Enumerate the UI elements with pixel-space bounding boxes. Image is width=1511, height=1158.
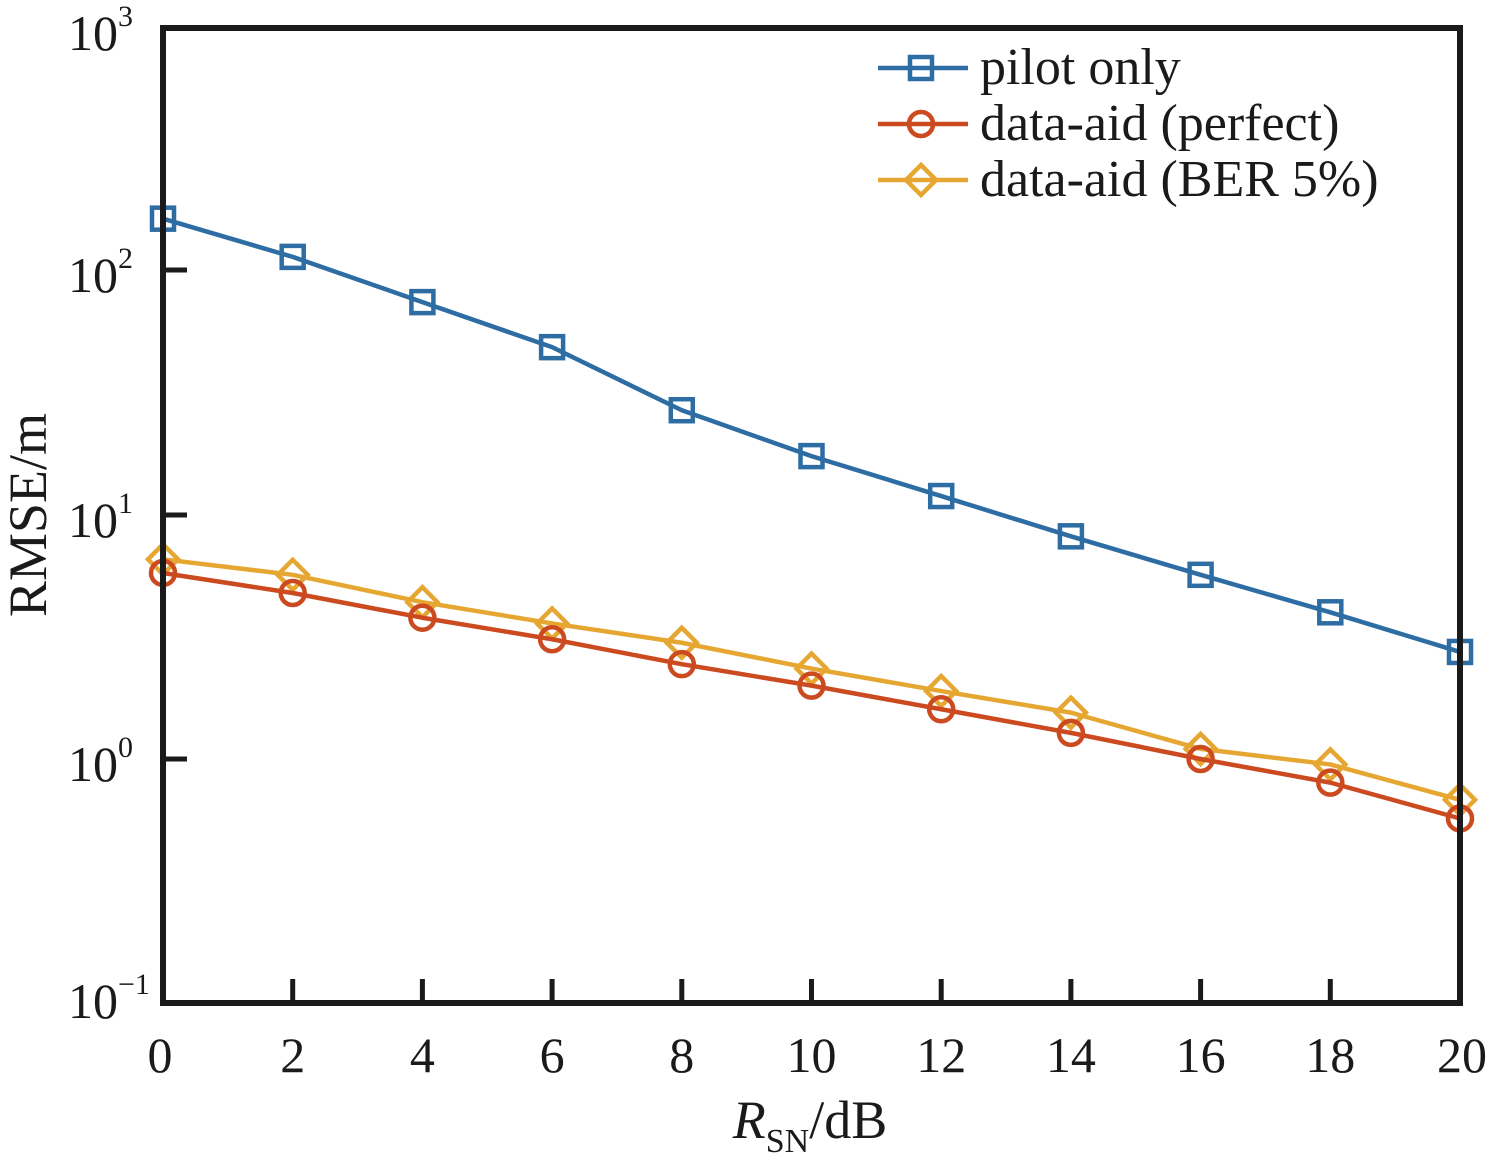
data-point <box>1317 599 1344 626</box>
x-tick-label: 14 <box>1046 1027 1096 1083</box>
y-tick-base: 10 <box>68 492 118 548</box>
data-point <box>798 442 825 470</box>
legend-marker <box>906 109 936 139</box>
y-tick-label: 103 <box>68 0 133 61</box>
y-tick-base: 10 <box>68 5 118 61</box>
x-tick-label: 8 <box>669 1027 694 1083</box>
data-point <box>278 578 307 608</box>
y-tick-label: 10−1 <box>68 968 150 1029</box>
x-axis-title-unit: /dB <box>809 1090 887 1150</box>
x-axis-title-main: R <box>732 1090 766 1150</box>
legend-marker <box>907 54 935 82</box>
data-point <box>668 396 696 424</box>
x-tick-label: 10 <box>787 1027 837 1083</box>
y-tick-label: 101 <box>68 487 133 548</box>
data-point <box>408 603 437 632</box>
y-tick-exponent: 1 <box>118 487 133 520</box>
x-axis-title: RSN/dB <box>732 1090 888 1158</box>
data-point <box>409 288 436 316</box>
data-point <box>1312 746 1349 783</box>
series-line <box>162 216 1461 655</box>
y-tick-base: 10 <box>68 247 118 303</box>
y-axis-title: RMSE/m <box>0 413 58 617</box>
x-tick-label: 0 <box>148 1027 173 1083</box>
data-point <box>1056 718 1086 748</box>
data-point <box>1182 730 1219 768</box>
x-tick-label: 18 <box>1305 1027 1355 1083</box>
series-data-aid-perfect- <box>148 558 1475 833</box>
x-tick-label: 16 <box>1176 1027 1226 1083</box>
data-point <box>1186 744 1215 774</box>
legend-label: data-aid (perfect) <box>980 95 1339 152</box>
data-point <box>537 625 567 654</box>
data-point <box>667 649 697 679</box>
x-tick-label: 20 <box>1437 1027 1487 1083</box>
y-tick-label: 100 <box>68 731 133 792</box>
y-tick-exponent: 0 <box>118 731 133 764</box>
x-axis-title-sub: SN <box>766 1123 809 1158</box>
series-line <box>162 557 1461 802</box>
y-tick-base: 10 <box>68 736 118 792</box>
data-point <box>663 624 700 661</box>
y-tick-base: 10 <box>68 973 118 1029</box>
x-tick-label: 6 <box>540 1027 565 1083</box>
series-data-aid-ber-5- <box>144 541 1479 818</box>
data-point <box>274 556 311 594</box>
x-tick-label: 12 <box>916 1027 966 1083</box>
data-point <box>538 333 566 361</box>
data-point <box>1187 561 1214 589</box>
legend-label: data-aid (BER 5%) <box>980 151 1379 208</box>
y-tick-exponent: 2 <box>118 242 133 275</box>
y-tick-exponent: 3 <box>118 0 133 33</box>
y-tick-exponent: −1 <box>118 968 150 1001</box>
legend-label: pilot only <box>980 39 1181 96</box>
x-tick-label: 2 <box>280 1027 305 1083</box>
data-point <box>926 695 956 724</box>
legend-marker <box>902 161 940 199</box>
data-point <box>1052 694 1090 731</box>
data-point <box>1316 768 1345 797</box>
series-pilot-only <box>149 205 1474 666</box>
data-point <box>1057 523 1085 550</box>
x-tick-label: 4 <box>410 1027 435 1083</box>
data-point <box>923 672 960 710</box>
series-line <box>162 570 1461 821</box>
data-point <box>927 482 955 510</box>
y-tick-label: 102 <box>68 242 133 303</box>
data-point <box>279 243 306 271</box>
data-point <box>797 671 826 700</box>
